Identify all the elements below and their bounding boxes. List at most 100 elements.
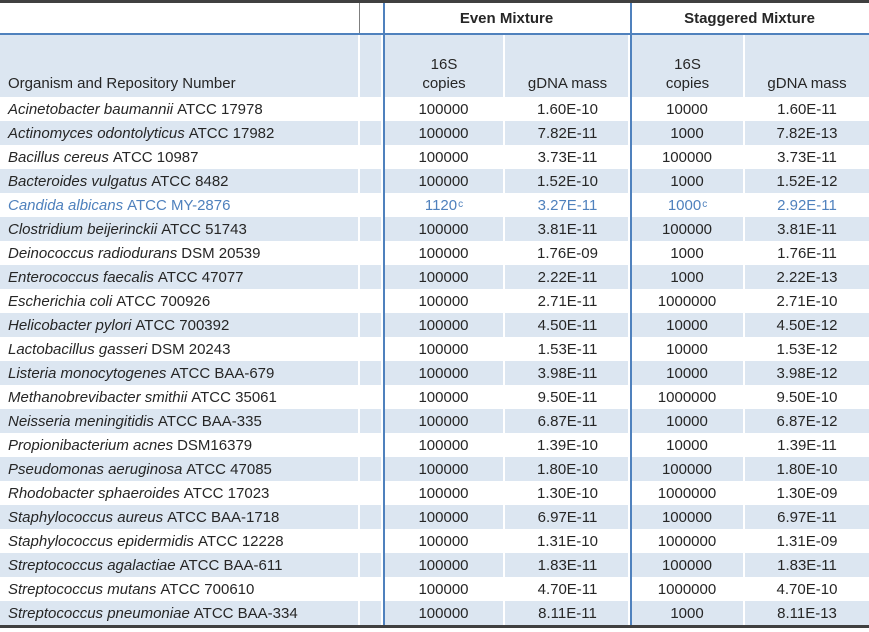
staggered-16s-copies-cell: 10000 xyxy=(630,409,745,433)
staggered-gdna-mass-value: 3.73E-11 xyxy=(777,148,837,166)
spacer-cell xyxy=(360,145,383,169)
organism-name: Clostridium beijerinckii xyxy=(8,220,158,238)
table-row: Propionibacterium acnes DSM16379 100000 1… xyxy=(0,433,869,457)
spacer-cell xyxy=(360,313,383,337)
organism-repo: ATCC 17023 xyxy=(183,484,270,502)
even-16s-copies-cell: 100000 xyxy=(383,337,505,361)
even-gdna-mass-value: 2.22E-11 xyxy=(537,268,598,286)
staggered-16s-copies-cell: 10000 xyxy=(630,361,745,385)
staggered-16s-copies-value: 10000 xyxy=(666,316,708,334)
organism-cell: Acinetobacter baumannii ATCC 17978 xyxy=(0,97,360,121)
spacer-cell xyxy=(360,169,383,193)
staggered-16s-copies-value: 1000000 xyxy=(657,484,717,502)
staggered-16s-copies-value: 1000 xyxy=(670,172,704,190)
table-row: Neisseria meningitidis ATCC BAA-335 10000… xyxy=(0,409,869,433)
organism-name: Rhodobacter sphaeroides xyxy=(8,484,180,502)
staggered-16s-copies-cell: 100000 xyxy=(630,457,745,481)
even-gdna-mass-value: 3.98E-11 xyxy=(537,364,598,382)
organism-cell: Enterococcus faecalis ATCC 47077 xyxy=(0,265,360,289)
table-body: Acinetobacter baumannii ATCC 17978 100000… xyxy=(0,97,869,625)
even-mixture-group-header: Even Mixture xyxy=(459,9,554,27)
even-16s-copies-cell: 100000 xyxy=(383,145,505,169)
staggered-16s-copies-cell: 1000 c xyxy=(667,196,708,214)
organism-name: Actinomyces odontolyticus xyxy=(8,124,185,142)
spacer-cell xyxy=(360,553,383,577)
table-row: Bacteroides vulgatus ATCC 8482 100000 1.5… xyxy=(0,169,869,193)
staggered-16s-copies-value: 10000 xyxy=(666,100,708,118)
staggered-gdna-mass-cell: 3.81E-11 xyxy=(745,217,869,241)
staggered-16s-copies-cell: 100000 xyxy=(630,505,745,529)
staggered-16s-copies-cell: 1000 xyxy=(630,601,745,625)
table-row: Listeria monocytogenes ATCC BAA-679 10000… xyxy=(0,361,869,385)
staggered-gdna-mass-cell: 1.80E-10 xyxy=(745,457,869,481)
staggered-gdna-mass-cell: 3.98E-12 xyxy=(745,361,869,385)
staggered-16s-copies-cell: 1000000 xyxy=(630,289,745,313)
staggered-gdna-mass-cell: 1.53E-12 xyxy=(745,337,869,361)
organism-name: Listeria monocytogenes xyxy=(8,364,167,382)
even-gdna-mass-value: 3.27E-11 xyxy=(537,196,598,214)
staggered-16s-copies-cell: 1000 xyxy=(630,265,745,289)
staggered-gdna-mass-value: 1.80E-10 xyxy=(776,460,838,478)
copies-header-line2: copies xyxy=(665,75,710,92)
staggered-gdna-mass-cell: 2.92E-11 xyxy=(745,193,869,217)
column-header-row: Organism and Repository Number 16S copie… xyxy=(0,35,869,97)
organism-repo: DSM16379 xyxy=(177,436,253,454)
even-gdna-mass-value: 4.50E-11 xyxy=(537,316,598,334)
organism-cell: Actinomyces odontolyticus ATCC 17982 xyxy=(0,121,360,145)
even-16s-copies-value: 100000 xyxy=(418,388,469,406)
organism-repo: ATCC 12228 xyxy=(197,532,284,550)
staggered-gdna-mass-cell: 4.50E-12 xyxy=(745,313,869,337)
staggered-16s-copies-value: 10000 xyxy=(666,364,708,382)
table-row: Pseudomonas aeruginosa ATCC 47085 100000 … xyxy=(0,457,869,481)
spacer-cell xyxy=(360,577,383,601)
even-gdna-mass-cell: 2.71E-11 xyxy=(505,289,630,313)
even-16s-copies-cell: 100000 xyxy=(383,433,505,457)
even-gdna-mass-value: 1.83E-11 xyxy=(537,556,598,574)
organism-name: Streptococcus pneumoniae xyxy=(8,604,190,622)
even-16s-copies-value: 100000 xyxy=(418,316,469,334)
organism-repo: ATCC 10987 xyxy=(112,148,199,166)
even-gdna-mass-cell: 1.76E-09 xyxy=(505,241,630,265)
staggered-gdna-mass-value: 1.60E-11 xyxy=(777,100,837,118)
organism-cell: Bacillus cereus ATCC 10987 xyxy=(0,145,360,169)
organism-name: Streptococcus mutans xyxy=(8,580,157,598)
organism-cell: Neisseria meningitidis ATCC BAA-335 xyxy=(0,409,360,433)
copies-header-line1: 16S xyxy=(674,56,701,73)
even-gdna-mass-value: 4.70E-11 xyxy=(537,580,598,598)
organism-repo: ATCC 47085 xyxy=(186,460,272,478)
staggered-16s-copies-cell: 10000 xyxy=(630,313,745,337)
spacer-cell xyxy=(360,433,383,457)
staggered-gdna-mass-cell: 3.73E-11 xyxy=(745,145,869,169)
staggered-gdna-mass-value: 2.71E-10 xyxy=(776,292,838,310)
table-row: Deinococcus radiodurans DSM 20539 100000 … xyxy=(0,241,869,265)
staggered-gdna-mass-value: 1.52E-12 xyxy=(776,172,838,190)
staggered-16s-copies-cell: 1000000 xyxy=(630,385,745,409)
even-16s-copies-value: 100000 xyxy=(418,148,469,166)
table-row: Streptococcus pneumoniae ATCC BAA-334 100… xyxy=(0,601,869,625)
organism-cell: Streptococcus agalactiae ATCC BAA-611 xyxy=(0,553,360,577)
table-row: Streptococcus agalactiae ATCC BAA-611 100… xyxy=(0,553,869,577)
staggered-gdna-mass-value: 2.92E-11 xyxy=(777,196,837,214)
even-16s-copies-value: 100000 xyxy=(418,244,469,262)
organism-name: Bacillus cereus xyxy=(8,148,109,166)
staggered-16s-copies-value: 100000 xyxy=(661,460,713,478)
even-16s-copies-value: 100000 xyxy=(418,460,469,478)
even-16s-copies-cell: 100000 xyxy=(383,169,505,193)
even-16s-copies-cell: 100000 xyxy=(383,241,505,265)
even-gdna-mass-cell: 1.52E-10 xyxy=(505,169,630,193)
even-16s-copies-header: 16S copies xyxy=(383,35,505,97)
spacer-cell xyxy=(360,529,383,553)
organism-repo: ATCC 700610 xyxy=(160,580,255,598)
even-gdna-mass-cell: 4.70E-11 xyxy=(505,577,630,601)
organism-repo: ATCC BAA-679 xyxy=(170,364,275,382)
even-gdna-mass-value: 8.11E-11 xyxy=(538,604,597,622)
organism-repo: ATCC BAA-335 xyxy=(157,412,262,430)
even-16s-copies-cell: 100000 xyxy=(383,529,505,553)
staggered-gdna-mass-cell: 1.30E-09 xyxy=(745,481,869,505)
organism-repo: ATCC BAA-611 xyxy=(179,556,283,574)
organism-column-header: Organism and Repository Number xyxy=(0,35,360,97)
even-16s-copies-value: 100000 xyxy=(418,436,469,454)
staggered-gdna-mass-cell: 1.60E-11 xyxy=(745,97,869,121)
even-gdna-mass-cell: 1.53E-11 xyxy=(505,337,630,361)
even-16s-copies-value: 100000 xyxy=(418,124,469,142)
